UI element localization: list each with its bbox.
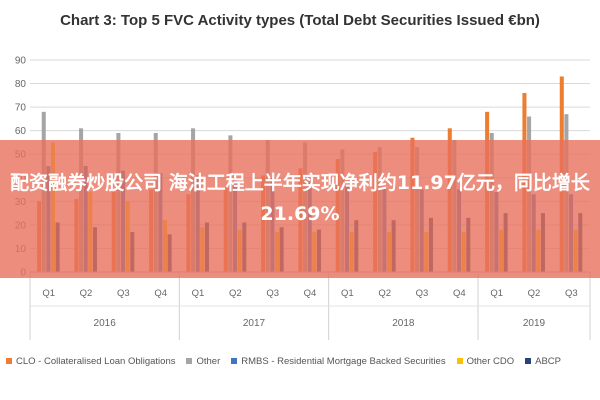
x-tick-label: Q3	[117, 288, 130, 299]
x-tick-label: Q1	[341, 288, 354, 299]
legend-item: ABCP	[525, 356, 561, 367]
legend-label: ABCP	[535, 355, 561, 367]
x-group-label: 2019	[523, 318, 546, 329]
legend-label: Other CDO	[466, 355, 515, 367]
y-tick-label: 60	[15, 126, 27, 137]
legend-swatch	[525, 358, 532, 364]
x-tick-label: Q2	[378, 288, 391, 299]
y-tick-label: 90	[15, 56, 27, 67]
x-group-label: 2016	[94, 318, 117, 329]
x-tick-label: Q4	[154, 288, 167, 299]
legend-swatch	[456, 358, 463, 364]
headline-banner[interactable]: 配资融券炒股公司 海油工程上半年实现净利约11.97亿元，同比增长21.69%	[0, 140, 600, 278]
legend-swatch	[186, 358, 193, 364]
x-tick-label: Q4	[304, 288, 317, 299]
x-tick-label: Q1	[490, 288, 503, 299]
legend-item: Other	[186, 356, 220, 367]
x-tick-label: Q2	[528, 288, 541, 299]
x-tick-label: Q4	[453, 288, 466, 299]
x-tick-label: Q3	[266, 288, 279, 299]
headline-text[interactable]: 配资融券炒股公司 海油工程上半年实现净利约11.97亿元，同比增长21.69%	[10, 172, 590, 225]
x-tick-label: Q1	[192, 288, 205, 299]
x-axis-ticks: Q1 Q2 Q3 Q4 Q1 Q2 Q3 Q4 Q1 Q2 Q3 Q4 Q1 Q2 Q3 2016 2017 20…	[29, 271, 591, 340]
legend: CLO - Collateralised Loan Obligations Oth…	[6, 352, 598, 370]
legend-label: Other	[196, 355, 221, 367]
x-group-label: 2017	[243, 318, 266, 329]
legend-item: RMBS - Residential Mortgage Backed Secur…	[231, 355, 446, 367]
y-tick-label: 80	[15, 79, 27, 90]
x-group-label: 2018	[392, 318, 415, 329]
y-tick-label: 70	[15, 103, 27, 114]
x-tick-label: Q1	[42, 288, 55, 299]
legend-label: RMBS - Residential Mortgage Backed Secur…	[241, 355, 446, 367]
chart-title: Chart 3: Top 5 FVC Activity types (Total…	[60, 12, 540, 29]
legend-item: CLO - Collateralised Loan Obligations	[6, 356, 175, 367]
x-tick-label: Q3	[565, 288, 578, 299]
legend-swatch	[6, 358, 12, 364]
x-tick-label: Q2	[229, 288, 242, 299]
x-tick-label: Q3	[416, 288, 429, 299]
legend-label: CLO - Collateralised Loan Obligations	[16, 355, 176, 367]
x-tick-label: Q2	[80, 288, 93, 299]
legend-swatch	[231, 358, 238, 364]
legend-item: Other CDO	[456, 355, 515, 367]
